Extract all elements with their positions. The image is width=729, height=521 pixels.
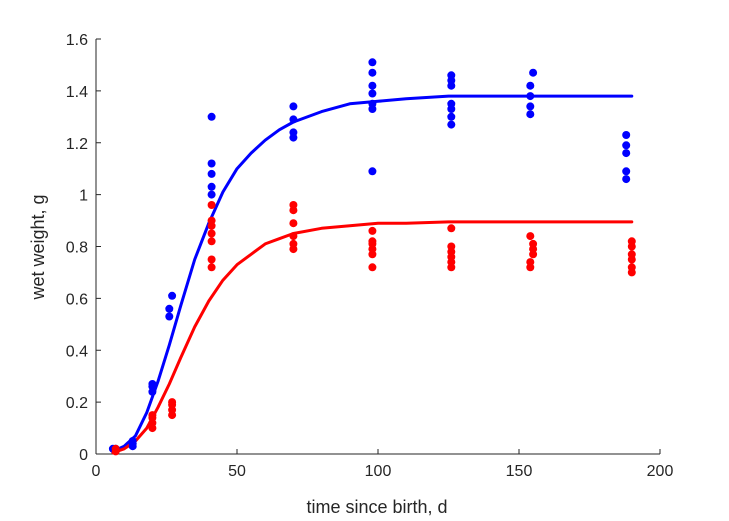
y-tick-label: 0.6 [66,291,88,308]
data-point-series-2 [526,258,535,267]
data-point-series-2 [526,232,535,241]
x-tick-label: 100 [365,463,392,480]
data-point-series-2 [207,263,216,272]
data-point-series-1 [165,304,174,313]
data-point-series-2 [168,398,177,407]
x-tick-label: 150 [506,463,533,480]
y-tick-label: 0.8 [66,240,88,257]
data-point-series-1 [207,169,216,178]
x-tick-label: 0 [92,463,101,480]
data-point-series-2 [368,237,377,246]
data-point-series-1 [529,68,538,77]
data-point-series-2 [289,232,298,241]
data-point-series-2 [207,201,216,209]
data-point-series-1 [447,112,456,121]
data-point-series-1 [289,115,298,124]
y-tick-label: 1.4 [66,84,88,101]
data-point-series-1 [447,120,456,129]
y-tick-label: 1.2 [66,136,88,153]
data-point-series-1 [622,131,631,139]
x-tick-label: 200 [647,463,674,480]
data-point-series-1 [368,89,377,98]
data-point-series-1 [622,141,631,150]
data-point-series-1 [368,58,377,67]
data-point-series-2 [207,229,216,238]
axes: 0 50 100 150 200 0 0.2 0.4 0.6 0.8 1 1.2 1.4 1.6 [66,32,674,480]
y-tick-label: 0.4 [66,343,88,360]
data-point-series-1 [207,112,216,121]
data-point-series-2 [207,237,216,246]
data-point-series-1 [368,81,377,90]
data-point-series-1 [526,92,535,101]
data-point-series-1 [128,437,137,445]
data-point-series-1 [207,159,216,168]
data-point-series-1 [622,167,631,176]
data-point-series-2 [368,226,377,235]
data-point-series-2 [207,255,216,264]
x-axis-label: time since birth, d [306,497,447,517]
data-point-series-1 [168,291,177,300]
y-tick-label: 0 [79,447,88,464]
data-point-series-2 [289,239,298,248]
data-point-series-2 [627,250,636,259]
data-point-series-2 [289,201,298,209]
data-point-series-2 [627,237,636,246]
data-point-series-1 [368,68,377,77]
data-point-series-2 [447,224,456,233]
y-tick-label: 1.6 [66,32,88,49]
data-point-series-1 [447,99,456,108]
y-tick-label: 1 [79,188,88,205]
data-point-series-2 [529,239,538,248]
data-point-series-2 [148,411,157,420]
data-point-series-2 [289,219,298,228]
data-point-series-1 [622,149,631,158]
data-point-series-1 [447,71,456,80]
data-point-series-2 [627,263,636,272]
data-points [108,58,636,456]
data-point-series-1 [148,380,157,388]
data-point-series-1 [368,99,377,108]
data-point-series-1 [165,312,174,321]
data-point-series-2 [447,242,456,251]
y-axis-label: wet weight, g [28,194,48,300]
data-point-series-2 [368,263,377,272]
data-point-series-2 [111,444,120,453]
data-point-series-1 [289,128,298,137]
data-point-series-1 [526,110,535,119]
data-point-series-1 [207,190,216,199]
data-point-series-1 [526,81,535,90]
data-point-series-1 [622,175,631,184]
data-point-series-1 [207,182,216,191]
data-point-series-1 [368,167,377,176]
data-point-series-2 [207,216,216,225]
y-tick-label: 0.2 [66,395,88,412]
data-point-series-1 [289,102,298,111]
data-point-series-1 [526,102,535,111]
x-tick-label: 50 [228,463,246,480]
